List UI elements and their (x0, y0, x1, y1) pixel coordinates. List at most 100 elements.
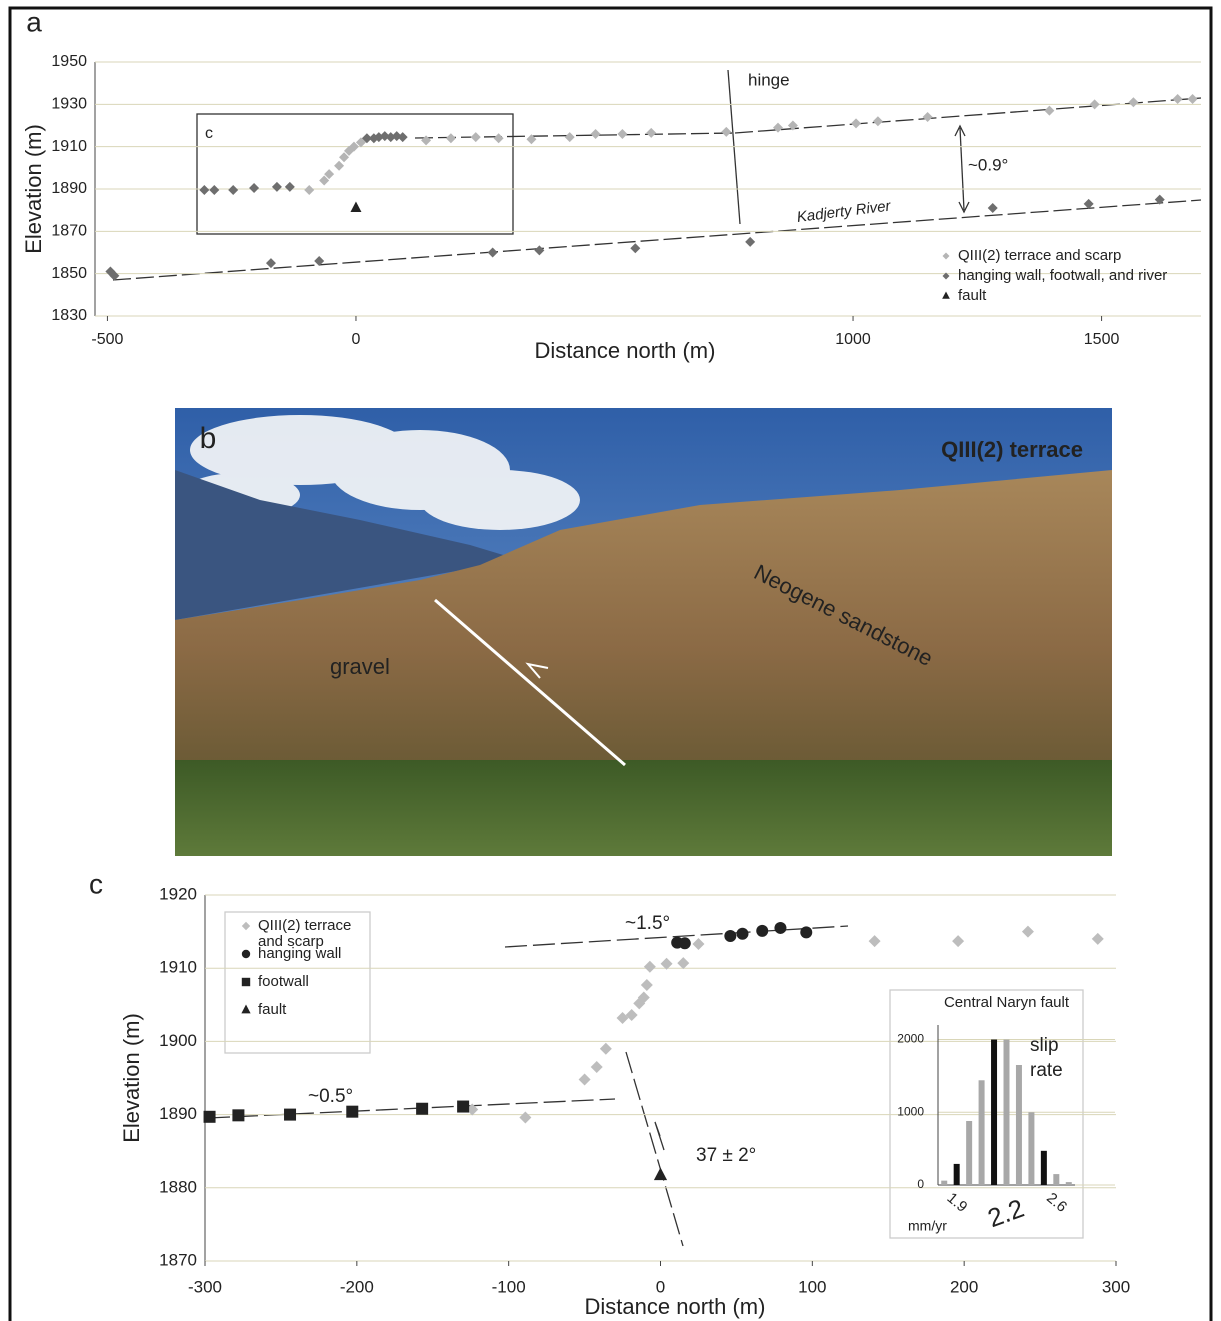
data-point (446, 133, 456, 143)
y-tick-label: 1890 (51, 180, 87, 197)
y-tick-label: 2000 (897, 1032, 924, 1046)
data-point (534, 245, 544, 255)
y-tick-label: 0 (917, 1177, 924, 1191)
x-axis-title: Distance north (m) (585, 1294, 766, 1319)
legend-marker (242, 950, 250, 958)
bar (1066, 1182, 1072, 1185)
bar (1053, 1174, 1059, 1185)
data-point (591, 129, 601, 139)
y-tick-label: 1870 (51, 223, 87, 240)
data-point (641, 979, 653, 991)
data-point (1090, 99, 1100, 109)
data-point (692, 938, 704, 950)
data-point (1128, 97, 1138, 107)
fault-line (626, 1052, 683, 1246)
data-point (654, 1168, 667, 1181)
y-axis-title: Elevation (m) (119, 1013, 144, 1143)
data-point (745, 237, 755, 247)
data-point (232, 1109, 244, 1121)
slip-arrow (655, 1122, 664, 1150)
y-tick-label: 1830 (51, 307, 87, 324)
data-point (284, 1109, 296, 1121)
y-tick-label: 1000 (897, 1104, 924, 1118)
data-point (988, 203, 998, 213)
data-point (736, 928, 748, 940)
annotation: ~1.5° (625, 913, 670, 934)
legend-label: hanging wall, footwall, and river (958, 268, 1221, 284)
bar (979, 1080, 985, 1185)
legend-label: hanging wall (258, 946, 378, 962)
data-point (869, 935, 881, 947)
x-tick-label: -500 (91, 331, 123, 348)
bar (1016, 1065, 1022, 1185)
data-point (565, 132, 575, 142)
x-tick-label: -200 (340, 1277, 374, 1296)
annotation: Kadjerty River (796, 197, 893, 225)
data-point (346, 1106, 358, 1118)
photo-title: QIII(2) terrace (941, 437, 1083, 462)
data-point (421, 135, 431, 145)
data-point (677, 957, 689, 969)
data-point (644, 961, 656, 973)
bar (991, 1040, 997, 1185)
photo-label: gravel (330, 654, 390, 679)
data-point (800, 926, 812, 938)
data-point (350, 202, 361, 213)
data-point (679, 937, 691, 949)
data-point (494, 133, 504, 143)
data-point (457, 1101, 469, 1113)
data-point (1044, 106, 1054, 116)
legend-label: fault (958, 288, 1221, 304)
annotation: 37 ± 2° (696, 1145, 756, 1166)
data-point (600, 1043, 612, 1055)
figure-svg: 1830185018701890191019301950-50001000150… (0, 0, 1221, 1321)
data-point (266, 258, 276, 268)
data-point (519, 1112, 531, 1124)
y-tick-label: 1900 (159, 1031, 197, 1050)
data-point (724, 930, 736, 942)
x-tick-label: -300 (188, 1277, 222, 1296)
data-point (774, 922, 786, 934)
data-point (199, 185, 209, 195)
x-tick-label: 100 (798, 1277, 826, 1296)
data-point (873, 116, 883, 126)
x-tick-label: 300 (1102, 1277, 1130, 1296)
data-point (591, 1061, 603, 1073)
x-axis-title: Distance north (m) (535, 338, 716, 363)
data-point (272, 182, 282, 192)
legend-label: footwall (258, 974, 378, 990)
data-point (1173, 94, 1183, 104)
data-point (851, 118, 861, 128)
data-point (1022, 926, 1034, 938)
x-tick-label: 1000 (835, 331, 871, 348)
data-point (626, 1009, 638, 1021)
y-tick-label: 1880 (159, 1177, 197, 1196)
data-point (630, 243, 640, 253)
bar (941, 1181, 947, 1185)
y-tick-label: 1930 (51, 96, 87, 113)
inset-title: Central Naryn fault (944, 994, 1070, 1011)
data-point (756, 925, 768, 937)
legend-label: QIII(2) terrace and scarp (958, 248, 1221, 264)
annotation: ~0.9° (968, 155, 1008, 174)
data-point (416, 1103, 428, 1115)
bar (1041, 1151, 1047, 1185)
annotation: hinge (748, 70, 790, 89)
data-point (1188, 94, 1198, 104)
legend-marker (942, 291, 950, 298)
annotation: slip rate (1030, 1033, 1080, 1083)
panel-label: a (26, 6, 42, 37)
data-point (579, 1073, 591, 1085)
bar (954, 1164, 960, 1185)
data-point (952, 935, 964, 947)
panel-label: b (200, 422, 217, 455)
data-point (773, 123, 783, 133)
annotation: ~0.5° (308, 1086, 353, 1107)
y-tick-label: 1850 (51, 265, 87, 282)
data-point (285, 182, 295, 192)
data-point (617, 129, 627, 139)
y-tick-label: 1870 (159, 1250, 197, 1269)
x-axis-title: mm/yr (908, 1218, 947, 1234)
panel-label: c (89, 868, 103, 899)
legend-marker (943, 253, 950, 260)
